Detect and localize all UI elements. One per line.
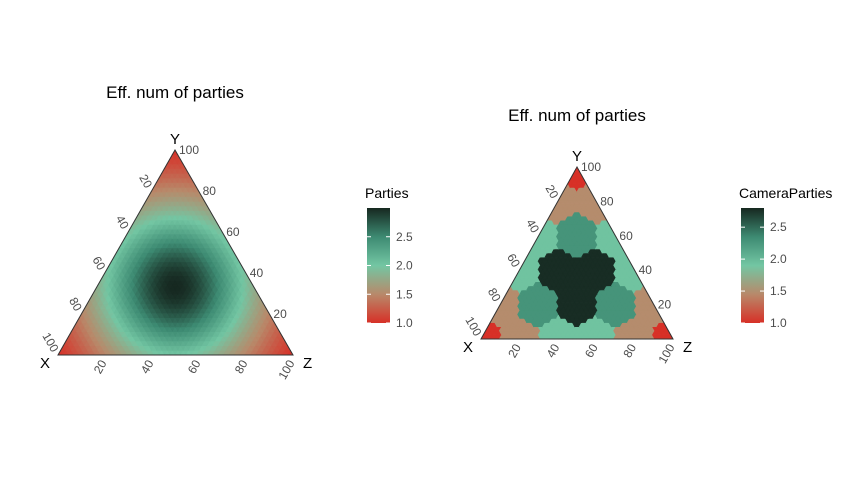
tick-bottom-100: 100 [655,341,677,366]
tick-right-80: 80 [600,194,614,208]
tick-bottom-100: 100 [275,357,297,382]
tick-right-80: 80 [203,184,217,198]
tick-right-100: 100 [179,143,199,157]
ternary-axes-1: Eff. num of parties X Y Z 20 40 60 80 100 20 40 60 8… [39,83,312,382]
tick-right-40: 40 [250,266,264,280]
chart-title: Eff. num of parties [508,106,646,125]
tick-left-40: 40 [113,213,132,232]
ternary-field-binned [480,166,674,340]
legend-1: Parties 1.0 1.5 2.0 2.5 [365,185,413,330]
legend-tick-2.5: 2.5 [396,230,413,244]
tick-left-100: 100 [462,314,484,339]
tick-right-40: 40 [639,263,653,277]
legend-tick-2.5: 2.5 [770,220,787,234]
tick-left-40: 40 [523,217,542,236]
tick-left-100: 100 [39,330,61,355]
tick-bottom-80: 80 [620,341,639,360]
legend-tick-2.0: 2.0 [396,259,413,273]
tick-right-60: 60 [226,225,240,239]
legend-title: Parties [365,185,409,201]
vertex-label-left: X [463,339,473,356]
tick-bottom-40: 40 [138,357,157,376]
tick-bottom-20: 20 [505,341,524,360]
tick-bottom-40: 40 [544,341,563,360]
tick-bottom-60: 60 [185,357,204,376]
tick-right-20: 20 [273,307,287,321]
vertex-label-right: Z [683,339,692,356]
tick-left-60: 60 [90,254,109,273]
legend-tick-2.0: 2.0 [770,252,787,266]
tick-left-80: 80 [485,286,504,305]
tick-right-100: 100 [581,160,601,174]
triangle-outline [480,165,674,340]
legend-tick-1.0: 1.0 [770,316,787,330]
tick-left-80: 80 [66,295,85,314]
tick-left-20: 20 [136,172,155,191]
tick-left-20: 20 [543,182,562,201]
legend-2: CameraParties 1.0 1.5 2.0 2.5 [739,185,832,330]
tick-bottom-20: 20 [91,357,110,376]
vertex-label-top: Y [170,131,180,148]
legend-tick-1.0: 1.0 [396,316,413,330]
legend-colorbar [367,208,390,323]
legend-tick-1.5: 1.5 [396,287,413,301]
chart-title: Eff. num of parties [106,83,244,102]
legend-colorbar [741,208,764,323]
tick-right-20: 20 [658,298,672,312]
ternary-field-continuous [57,149,294,356]
vertex-label-right: Z [303,355,312,372]
triangle-outline [57,148,294,356]
legend-title: CameraParties [739,185,832,201]
legend-tick-1.5: 1.5 [770,284,787,298]
tick-right-60: 60 [619,229,633,243]
tick-bottom-80: 80 [232,357,251,376]
vertex-label-left: X [40,355,50,372]
tick-bottom-60: 60 [582,341,601,360]
tick-left-60: 60 [504,251,523,270]
vertex-label-top: Y [572,148,582,165]
